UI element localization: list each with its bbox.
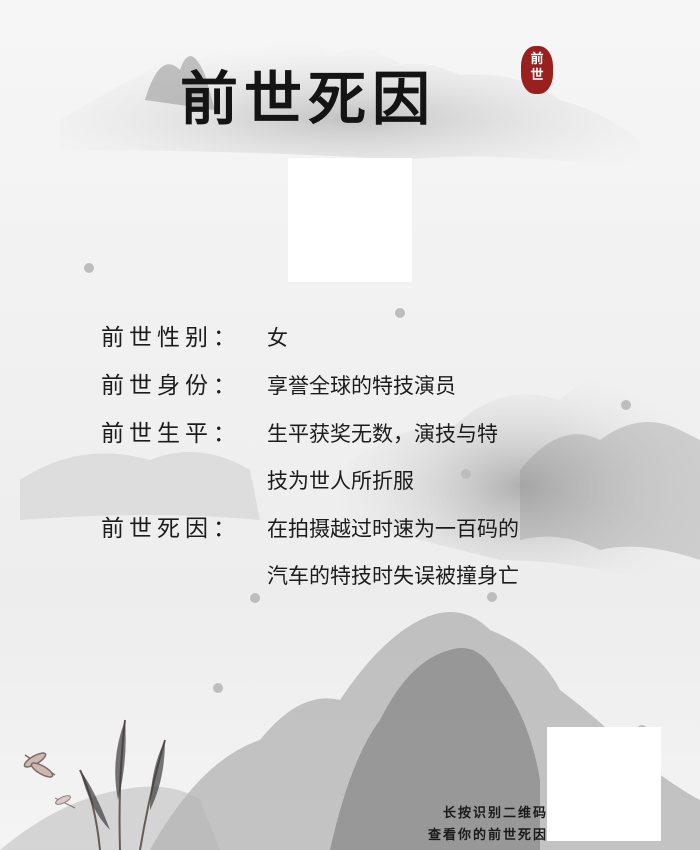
mountain-top: [60, 41, 640, 170]
field-value: 在拍摄越过时速为一百码的 汽车的特技时失误被撞身亡: [267, 517, 519, 588]
qr-hint-line-2: 查看你的前世死因: [427, 828, 548, 843]
dragonfly: [23, 752, 56, 778]
field-label: 前世性别：: [101, 325, 241, 351]
tree-cluster-top: [145, 56, 215, 110]
field-label: 前世死因：: [101, 516, 241, 542]
field-value: 享誉全球的特技演员: [267, 374, 456, 398]
field-value: 女: [267, 326, 288, 350]
field-value: 生平获奖无数，演技与特 技为世人所折服: [267, 422, 498, 493]
mountain-ridge-right: [520, 422, 700, 560]
seal-char-1: 前: [530, 52, 544, 67]
qr-hint-line-1: 长按识别二维码: [442, 806, 548, 821]
portrait-placeholder: [288, 158, 412, 282]
mountain-mid-left: [20, 452, 260, 520]
mountain-mid-right: [340, 373, 700, 600]
qr-code-placeholder[interactable]: [547, 727, 661, 841]
dragonfly-small: [54, 795, 76, 809]
reed-leaves: [80, 720, 165, 830]
page-title: 前世死因: [180, 65, 437, 133]
field-label: 前世生平：: [101, 421, 241, 447]
red-seal-stamp: 前 世: [521, 46, 553, 94]
seal-char-2: 世: [530, 68, 544, 83]
field-label: 前世身份：: [101, 373, 241, 399]
mountain-bottom-shade: [0, 786, 220, 850]
mountain-bottom-dark: [330, 648, 540, 850]
